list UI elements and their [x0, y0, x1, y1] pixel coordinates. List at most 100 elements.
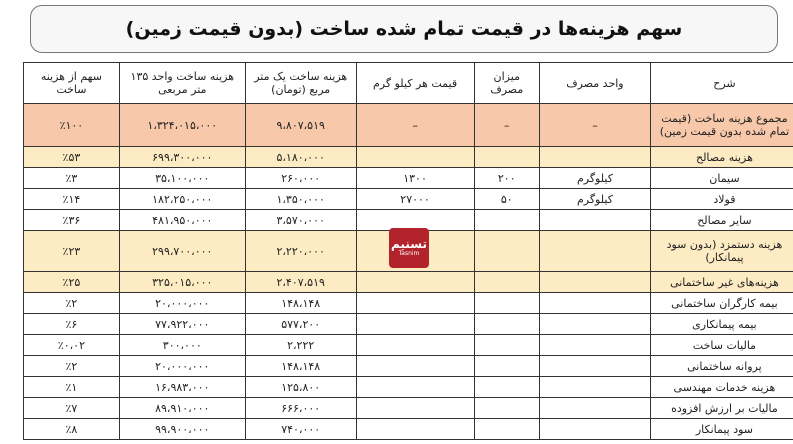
column-header: واحد مصرف: [539, 62, 651, 104]
table-cell: ۱،۳۵۰،۰۰۰: [244, 188, 357, 210]
table-cell: [355, 146, 475, 168]
row-description: هزینه دستمزد (بدون سود پیمانکار): [649, 230, 793, 272]
table-cell: [473, 209, 541, 231]
table-cell: ٪۶: [23, 313, 120, 335]
table-cell: [355, 313, 475, 335]
table-cell: [473, 146, 541, 168]
cost-share-table: شرح واحد مصرف میزان مصرف قیمت هر کیلو گرم هز…: [23, 62, 793, 440]
table-cell: ٪۱۰۰: [23, 103, 120, 147]
table-cell: [355, 292, 475, 314]
table-row: هزینه دستمزد (بدون سود پیمانکار) ۲،۲۲۰،۰۰…: [23, 230, 793, 272]
table-cell: ۴۸۱،۹۵۰،۰۰۰: [118, 209, 246, 231]
table-cell: ٪۲۳: [23, 230, 120, 272]
table-cell: ۱،۳۲۴،۰۱۵،۰۰۰: [118, 103, 246, 147]
table-cell: ٪۸: [23, 418, 120, 440]
table-cell: ۳۵،۱۰۰،۰۰۰: [118, 167, 246, 189]
table-cell: ٪۱۴: [23, 188, 120, 210]
table-cell: [473, 292, 541, 314]
table-cell: ۱۳۰۰: [355, 167, 475, 189]
table-cell: ۲۰۰: [473, 167, 541, 189]
table-cell: [473, 376, 541, 398]
table-row: بیمه کارگران ساختمانی ۱۴۸،۱۴۸ ۲۰،۰۰۰،۰۰۰ ٪۲: [23, 292, 793, 314]
table-cell: [355, 376, 475, 398]
table-cell: ٪۷: [23, 397, 120, 419]
table-cell: [473, 313, 541, 335]
table-cell: [473, 418, 541, 440]
table-cell: [355, 418, 475, 440]
row-description: مجموع هزینه ساخت (قیمت تمام شده بدون قیم…: [649, 103, 793, 147]
table-cell: –: [539, 103, 651, 147]
table-cell: [539, 313, 651, 335]
table-cell: ۱۴۸،۱۴۸: [244, 355, 357, 377]
column-header: میزان مصرف: [473, 62, 541, 104]
table-cell: ۱۴۸،۱۴۸: [244, 292, 357, 314]
table-cell: کیلوگرم: [539, 167, 651, 189]
table-cell: ۲۶۰،۰۰۰: [244, 167, 357, 189]
column-header: قیمت هر کیلو گرم: [355, 62, 475, 104]
column-header: هزینه ساخت یک متر مربع (تومان): [244, 62, 357, 104]
table-cell: ۳۲۵،۰۱۵،۰۰۰: [118, 271, 246, 293]
table-cell: [539, 376, 651, 398]
table-cell: ٪۲: [23, 292, 120, 314]
row-description: بیمه پیمانکاری: [649, 313, 793, 335]
row-description: سود پیمانکار: [649, 418, 793, 440]
table-row: مالیات ساخت ۲،۲۲۲ ۳۰۰،۰۰۰ ٪۰،۰۲: [23, 334, 793, 356]
table-cell: ٪۰،۰۲: [23, 334, 120, 356]
table-cell: ۹۹،۹۰۰،۰۰۰: [118, 418, 246, 440]
table-row: هزینه‌های غیر ساختمانی ۲،۴۰۷،۵۱۹ ۳۲۵،۰۱۵،۰…: [23, 271, 793, 293]
table-cell: [539, 418, 651, 440]
row-description: هزینه‌های غیر ساختمانی: [649, 271, 793, 293]
table-cell: ٪۳: [23, 167, 120, 189]
table-cell: ۷۴۰،۰۰۰: [244, 418, 357, 440]
table-cell: ٪۵۳: [23, 146, 120, 168]
table-cell: [539, 146, 651, 168]
table-cell: ۳،۵۷۰،۰۰۰: [244, 209, 357, 231]
table-cell: ۷۷،۹۲۲،۰۰۰: [118, 313, 246, 335]
table-cell: ۶۶۶،۰۰۰: [244, 397, 357, 419]
table-cell: ۲،۴۰۷،۵۱۹: [244, 271, 357, 293]
table-cell: کیلوگرم: [539, 188, 651, 210]
table-cell: ۶۹۹،۳۰۰،۰۰۰: [118, 146, 246, 168]
table-cell: [355, 271, 475, 293]
table-cell: ۱۲۵،۸۰۰: [244, 376, 357, 398]
table-cell: [355, 397, 475, 419]
table-cell: ۵۰: [473, 188, 541, 210]
table-row: سیمان کیلوگرم ۲۰۰ ۱۳۰۰ ۲۶۰،۰۰۰ ۳۵،۱۰۰،۰۰۰ ٪۳: [23, 167, 793, 189]
table-cell: [539, 271, 651, 293]
table-cell: ۲،۲۲۲: [244, 334, 357, 356]
table-cell: [355, 355, 475, 377]
table-cell: [473, 397, 541, 419]
table-cell: [473, 355, 541, 377]
column-header: هزینه ساخت واحد ۱۳۵ متر مربعی: [118, 62, 246, 104]
table-cell: ٪۱: [23, 376, 120, 398]
table-cell: ۹،۸۰۷،۵۱۹: [244, 103, 357, 147]
table-cell: [473, 230, 541, 272]
table-cell: ۲،۲۲۰،۰۰۰: [244, 230, 357, 272]
tasnim-watermark-logo: تسنیم Tasnim: [389, 228, 429, 268]
table-cell: ۲۷۰۰۰: [355, 188, 475, 210]
table-cell: ۲۰،۰۰۰،۰۰۰: [118, 292, 246, 314]
table-cell: ٪۲: [23, 355, 120, 377]
row-description: هزینه مصالح: [649, 146, 793, 168]
table-cell: ۱۶،۹۸۳،۰۰۰: [118, 376, 246, 398]
table-row: هزینه خدمات مهندسی ۱۲۵،۸۰۰ ۱۶،۹۸۳،۰۰۰ ٪۱: [23, 376, 793, 398]
table-cell: ۸۹،۹۱۰،۰۰۰: [118, 397, 246, 419]
row-description: بیمه کارگران ساختمانی: [649, 292, 793, 314]
table-row: مالیات بر ارزش افزوده ۶۶۶،۰۰۰ ۸۹،۹۱۰،۰۰۰ ٪۷: [23, 397, 793, 419]
row-description: هزینه خدمات مهندسی: [649, 376, 793, 398]
row-description: قولاد: [649, 188, 793, 210]
row-description: مالیات ساخت: [649, 334, 793, 356]
table-cell: ٪۲۵: [23, 271, 120, 293]
page-title: سهم هزینه‌ها در قیمت تمام شده ساخت (بدون…: [30, 5, 778, 53]
table-row: سود پیمانکار ۷۴۰،۰۰۰ ۹۹،۹۰۰،۰۰۰ ٪۸: [23, 418, 793, 440]
table-cell: ۵،۱۸۰،۰۰۰: [244, 146, 357, 168]
table-row: قولاد کیلوگرم ۵۰ ۲۷۰۰۰ ۱،۳۵۰،۰۰۰ ۱۸۲،۲۵۰،۰۰۰ ٪…: [23, 188, 793, 210]
table-cell: [539, 355, 651, 377]
table-row: هزینه مصالح ۵،۱۸۰،۰۰۰ ۶۹۹،۳۰۰،۰۰۰ ٪۵۳: [23, 146, 793, 168]
table-header-row: شرح واحد مصرف میزان مصرف قیمت هر کیلو گرم هز…: [23, 62, 793, 104]
table-cell: ۵۷۷،۲۰۰: [244, 313, 357, 335]
table-cell: –: [355, 103, 475, 147]
table-row: پروانه ساختمانی ۱۴۸،۱۴۸ ۲۰،۰۰۰،۰۰۰ ٪۲: [23, 355, 793, 377]
table-cell: –: [473, 103, 541, 147]
table-cell: ٪۳۶: [23, 209, 120, 231]
